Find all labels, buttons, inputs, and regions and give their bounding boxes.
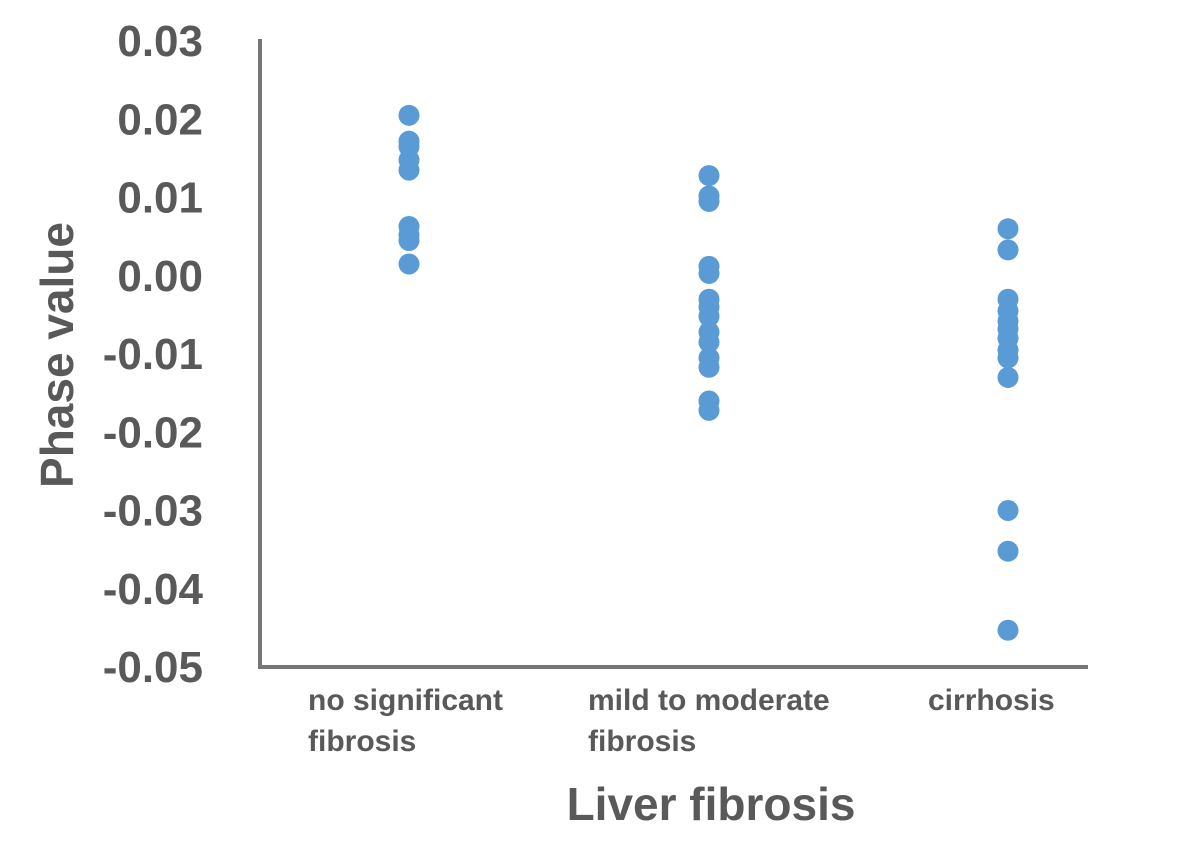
y-tick-label: 0.02 bbox=[117, 95, 203, 144]
data-points bbox=[398, 104, 1019, 641]
y-axis-title: Phase value bbox=[31, 222, 83, 488]
data-point bbox=[698, 190, 720, 212]
y-tick-label: -0.04 bbox=[103, 565, 204, 614]
y-tick-label: -0.03 bbox=[103, 487, 203, 536]
y-tick-label: -0.02 bbox=[103, 408, 203, 457]
data-point bbox=[398, 230, 420, 252]
y-tick-label: 0.03 bbox=[117, 17, 203, 66]
data-point bbox=[398, 104, 420, 126]
data-point bbox=[997, 347, 1019, 369]
data-point bbox=[698, 262, 720, 284]
data-point bbox=[698, 356, 720, 378]
data-point bbox=[997, 619, 1019, 641]
x-category-label: no significant bbox=[308, 684, 503, 717]
data-point bbox=[997, 500, 1019, 521]
data-point bbox=[698, 331, 720, 353]
x-category-label: fibrosis bbox=[308, 725, 416, 758]
data-point bbox=[997, 540, 1019, 562]
data-point bbox=[997, 239, 1019, 261]
x-category-label: mild to moderate bbox=[588, 684, 830, 717]
data-point bbox=[698, 165, 720, 187]
y-tick-label: 0.01 bbox=[117, 174, 203, 223]
y-tick-label: 0.00 bbox=[117, 252, 203, 301]
x-axis-title: Liver fibrosis bbox=[567, 778, 856, 830]
data-point bbox=[997, 218, 1019, 240]
x-category-label: cirrhosis bbox=[928, 684, 1055, 717]
data-point bbox=[698, 399, 720, 421]
axes bbox=[258, 39, 1088, 669]
y-tick-label: -0.01 bbox=[103, 330, 203, 379]
x-category-labels: no significant fibrosis mild to moderate fi… bbox=[308, 684, 1055, 758]
data-point bbox=[398, 253, 420, 275]
data-point bbox=[398, 159, 420, 181]
y-tick-labels: 0.03 0.02 0.01 0.00 -0.01 -0.02 -0.03 -0.04 -0.0… bbox=[103, 17, 204, 692]
y-tick-label: -0.05 bbox=[103, 643, 203, 692]
x-category-label: fibrosis bbox=[588, 725, 696, 758]
data-point bbox=[997, 366, 1019, 388]
data-point bbox=[698, 305, 720, 327]
